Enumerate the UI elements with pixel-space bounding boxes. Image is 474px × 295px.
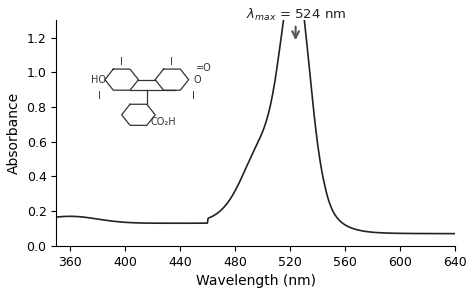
Y-axis label: Absorbance: Absorbance <box>7 92 21 174</box>
Text: $\lambda_{max}$ = 524 nm: $\lambda_{max}$ = 524 nm <box>246 7 346 23</box>
X-axis label: Wavelength (nm): Wavelength (nm) <box>196 274 316 288</box>
